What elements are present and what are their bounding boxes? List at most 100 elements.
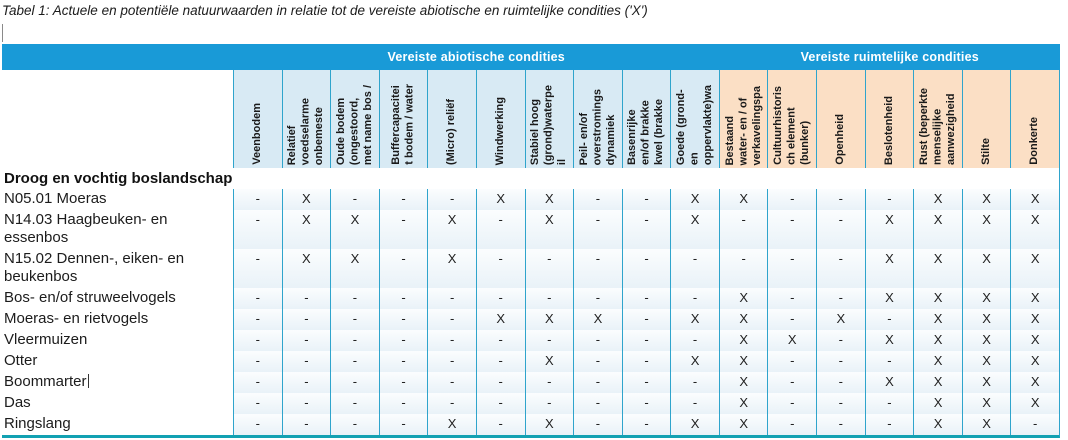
table-cell: - (573, 414, 622, 435)
table-cell: - (330, 288, 379, 309)
table-cell: - (378, 393, 428, 414)
table-cell: X (864, 249, 914, 288)
table-cell: - (378, 189, 428, 210)
table-cell: - (670, 288, 719, 309)
table-cell: X (718, 351, 768, 372)
table-cell: - (573, 393, 622, 414)
table-cell: X (913, 414, 962, 435)
table-cell: X (1010, 309, 1059, 330)
table-cell: - (767, 351, 817, 372)
table-cell: X (670, 351, 719, 372)
table-cell: X (475, 189, 525, 210)
table-cell: - (573, 372, 622, 393)
row-label: Boommarter (2, 372, 233, 393)
table-cell: X (718, 189, 768, 210)
row-label: N05.01 Moeras (2, 189, 233, 210)
table-cell: X (913, 372, 962, 393)
table-cell: - (475, 372, 525, 393)
table-cell: - (767, 414, 817, 435)
column-header: Goede (grond- en oppervlakte)wa (670, 70, 719, 168)
table-cell: - (233, 414, 282, 435)
row-label-text: N15.02 Dennen-, eiken- en beukenbos (4, 250, 185, 285)
table-cell: - (864, 309, 914, 330)
column-header: Bestaand water- en / of verkavelingspa (718, 70, 768, 168)
table-cell: - (621, 309, 671, 330)
table-cell: - (475, 249, 525, 288)
table-cell: X (670, 414, 719, 435)
section-header: Droog en vochtig boslandschap (2, 168, 1059, 189)
row-label: Das (2, 393, 233, 414)
row-label: Moeras- en rietvogels (2, 309, 233, 330)
table-cell: - (524, 288, 574, 309)
table-cell: - (816, 372, 865, 393)
row-label: Vleermuizen (2, 330, 233, 351)
table-cell: X (524, 351, 574, 372)
column-header-label: Stilte (979, 138, 992, 165)
table-cell: - (718, 210, 768, 249)
table-cell: - (621, 249, 671, 288)
table-cell: - (233, 330, 282, 351)
table-cell: - (281, 372, 331, 393)
table-cell: X (767, 330, 817, 351)
table-cell: X (913, 393, 962, 414)
table-cell: - (378, 414, 428, 435)
row-label-text: N05.01 Moeras (4, 190, 107, 207)
table-cell: - (864, 189, 914, 210)
row-label-text: Bos- en/of struweelvogels (4, 289, 176, 306)
table-cell: - (475, 330, 525, 351)
table-cell: - (767, 189, 817, 210)
column-header-label: Beslotenheid (882, 95, 895, 165)
column-header: Donkerte (1010, 70, 1059, 168)
table-cell: X (1010, 288, 1059, 309)
table-cell: X (961, 351, 1011, 372)
table-cell: X (475, 309, 525, 330)
table-cell: X (961, 393, 1011, 414)
table-cell: X (913, 249, 962, 288)
table-cell: - (330, 414, 379, 435)
table-cell: - (233, 288, 282, 309)
table-cell: X (718, 372, 768, 393)
table-cell: - (864, 393, 914, 414)
table-cell: X (1010, 189, 1059, 210)
table-cell: X (1010, 372, 1059, 393)
table-cell: X (1010, 351, 1059, 372)
column-header: Basenrijke en/of brakke kwel (brakke (621, 70, 671, 168)
table-cell: - (524, 249, 574, 288)
row-label-text: Vleermuizen (4, 331, 88, 348)
column-header-label: Peil- en/of overstromings dynamiek (577, 88, 617, 165)
table-cell: - (233, 189, 282, 210)
table-cell: - (621, 351, 671, 372)
table-cell: X (281, 210, 331, 249)
column-header: Veenbodem (233, 70, 282, 168)
table-cell: - (281, 309, 331, 330)
column-header: Windwerking (475, 70, 525, 168)
table-cell: X (281, 249, 331, 288)
table-cell: - (816, 288, 865, 309)
table-cell: - (670, 249, 719, 288)
table-cell: X (718, 288, 768, 309)
row-label: N15.02 Dennen-, eiken- en beukenbos (2, 249, 233, 288)
table-cell: - (573, 189, 622, 210)
table-cell: - (427, 309, 476, 330)
group-header-spatial: Vereiste ruimtelijke condities (800, 50, 979, 64)
table-cell: - (524, 372, 574, 393)
table-cell: - (816, 414, 865, 435)
table-cell: - (281, 393, 331, 414)
table-cell: - (621, 393, 671, 414)
column-header: Stabiel hoog (grond)waterpe il (524, 70, 574, 168)
table-cell: - (767, 210, 817, 249)
table-cell: X (330, 249, 379, 288)
table-cell: - (281, 288, 331, 309)
table-cell: - (281, 414, 331, 435)
table-cell: X (913, 309, 962, 330)
row-label-text: Boommarter (4, 373, 87, 390)
table-cell: X (281, 189, 331, 210)
table-cell: X (718, 393, 768, 414)
table-cell: - (816, 330, 865, 351)
table-cell: - (378, 288, 428, 309)
table-cell: - (475, 351, 525, 372)
table-cell: - (233, 309, 282, 330)
row-label-text: Das (4, 394, 31, 411)
table-cell: X (913, 189, 962, 210)
